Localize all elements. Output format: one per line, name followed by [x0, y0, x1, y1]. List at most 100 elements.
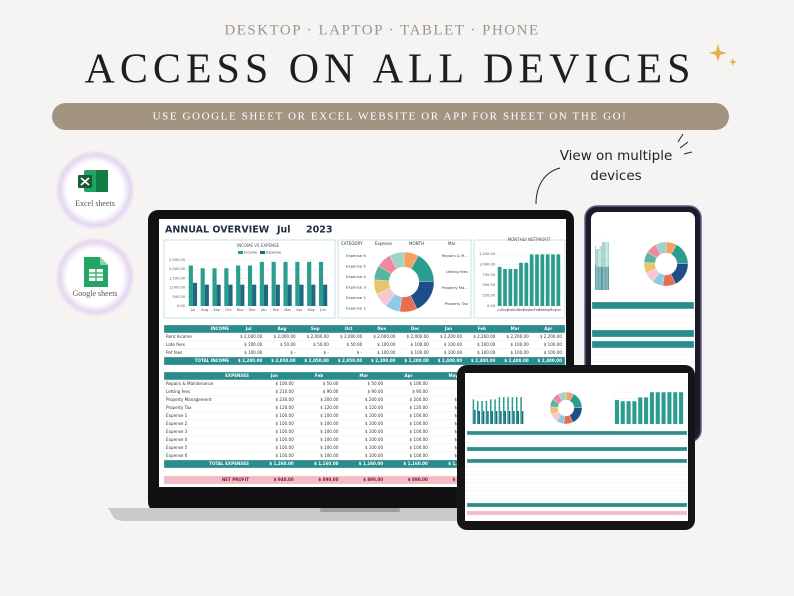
bar: [224, 268, 229, 306]
cell: Dec: [411, 326, 420, 331]
cell: $ -: [357, 350, 363, 355]
cell: $ 2,200.00: [507, 334, 530, 339]
y-tick-label: 0.00: [177, 304, 186, 308]
row-label: Expense 6: [166, 453, 188, 458]
x-tick-label: Oct: [513, 308, 520, 312]
cell: $ 1,160.00: [314, 461, 339, 466]
legend-label: Income: [244, 251, 258, 255]
bar: [299, 284, 304, 306]
cell: $ 100.00: [244, 350, 263, 355]
cell: $ 200.00: [320, 397, 339, 402]
x-tick-label: Apr: [296, 308, 303, 312]
bar: [529, 254, 534, 306]
y-tick-label: 1,250.00: [479, 252, 496, 256]
cell: $ 100.00: [444, 342, 463, 347]
cell: $ 100.00: [320, 445, 339, 450]
bar: [259, 261, 264, 306]
y-tick-label: 500.00: [482, 283, 495, 287]
bar: [667, 392, 672, 424]
cell: $ 230.00: [275, 397, 294, 402]
bar: [287, 284, 292, 306]
bar: [500, 411, 502, 424]
sparkle: [709, 44, 737, 66]
row-label: INCOME: [211, 326, 230, 331]
cell: Mar: [511, 326, 520, 331]
cell: $ 210.00: [275, 389, 294, 394]
total-row: [163, 356, 566, 366]
body-row: [466, 498, 688, 504]
legend-swatch: [260, 251, 265, 254]
row-label: Late fees: [166, 342, 185, 347]
body-row: [466, 490, 688, 496]
cell: $ 1,160.00: [359, 461, 384, 466]
donut-label: Expense 6: [346, 253, 366, 258]
cell: Nov: [377, 326, 386, 331]
cell: $ 2,200.00: [238, 358, 263, 363]
bar: [228, 284, 233, 306]
cell: $ 2,400.00: [471, 358, 496, 363]
body-row: [466, 442, 688, 448]
y-tick-label: 1,000.00: [169, 286, 186, 290]
laptop-notch: [320, 508, 400, 512]
title-bar: [159, 219, 566, 238]
filter-value: Expense: [375, 241, 393, 246]
badge-label: Excel sheets: [75, 199, 115, 208]
legend-swatch: [238, 251, 243, 254]
total-row: [466, 502, 688, 508]
cell: $ 100.00: [320, 453, 339, 458]
bar: [212, 268, 217, 306]
bar: [476, 401, 479, 424]
cell: $ 2,000.00: [407, 334, 430, 339]
cell: $ 100.00: [320, 437, 339, 442]
donut-label: Expense 3: [346, 285, 366, 290]
body-row: [466, 478, 688, 484]
cell: $ 120.00: [275, 405, 294, 410]
cell: $ -: [324, 350, 330, 355]
body-row: [163, 348, 566, 358]
x-tick-label: Aug: [501, 308, 508, 312]
x-tick-label: Feb: [534, 308, 541, 312]
cell: $ 100.00: [320, 421, 339, 426]
y-tick-label: 1,500.00: [169, 276, 186, 280]
cell: $ 120.00: [365, 405, 384, 410]
y-tick-label: 250.00: [482, 294, 495, 298]
cell: $ 100.00: [365, 453, 384, 458]
cell: $ 100.00: [275, 429, 294, 434]
cell: $ 100.00: [377, 342, 396, 347]
x-tick-label: May: [549, 308, 557, 312]
row-label: Rent Income: [166, 334, 192, 339]
bar: [216, 284, 221, 306]
bar: [614, 399, 619, 424]
row-label: Expense 3: [166, 429, 188, 434]
cell: $ 2,000.00: [307, 334, 330, 339]
bar: [498, 397, 501, 424]
bar: [520, 397, 522, 424]
bar: [247, 265, 253, 306]
cell: $ 50.00: [313, 342, 329, 347]
bar: [485, 401, 488, 424]
bar: [487, 411, 489, 424]
donut-label: Property Tax: [444, 301, 468, 306]
cell: $ 100.00: [410, 453, 429, 458]
chart-title: MONTHLY NETPROFIT: [508, 237, 551, 242]
cell: $ 100.00: [544, 350, 563, 355]
cell: $ 100.00: [275, 437, 294, 442]
bar: [661, 392, 666, 424]
cell: $ 90.00: [368, 389, 384, 394]
bar: [497, 266, 502, 306]
cell: Jan: [444, 326, 452, 331]
row-label: Expense 2: [166, 421, 188, 426]
y-tick-label: 2,500.00: [169, 258, 186, 262]
row-label: Letting fees: [166, 389, 190, 394]
bar: [513, 411, 515, 424]
cell: $ 50.00: [368, 381, 384, 386]
main-title: ACCESS ON ALL DEVICES: [85, 47, 696, 93]
cell: $ 2,200.00: [371, 358, 396, 363]
x-tick-label: Jan: [528, 308, 535, 312]
row-label: Expense 4: [166, 437, 188, 442]
cell: $ 2,200.00: [440, 334, 463, 339]
cell: May: [449, 373, 459, 378]
sheet-title: ANNUAL OVERVIEW: [165, 225, 270, 236]
x-tick-label: May: [308, 308, 316, 312]
